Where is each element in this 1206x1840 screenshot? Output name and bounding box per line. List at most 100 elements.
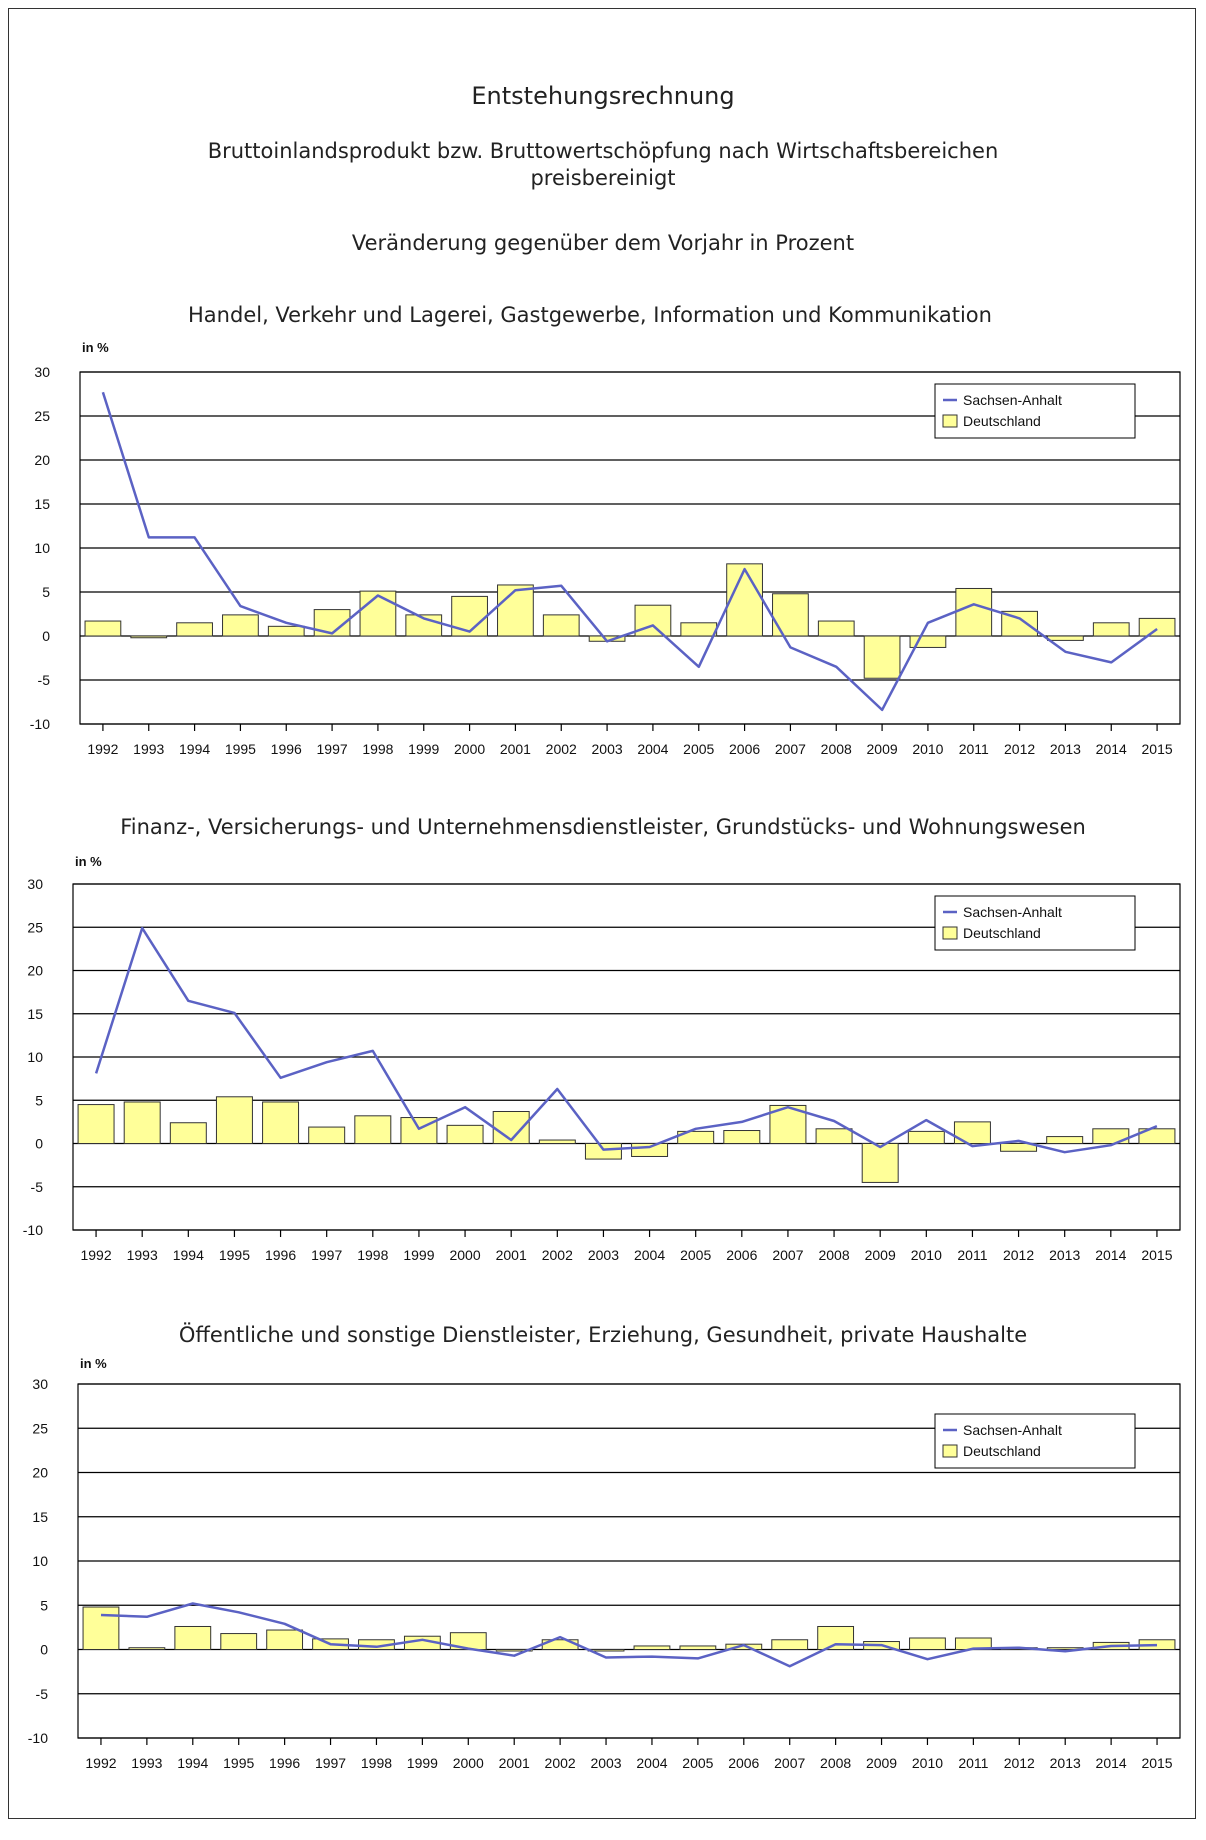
bar-deutschland: [84, 620, 122, 637]
x-tick-label: 2004: [634, 1247, 665, 1263]
x-tick-label: 1995: [225, 741, 256, 757]
y-axis-unit: in %: [75, 854, 102, 869]
chart-trade-transport: Handel, Verkehr und Lagerei, Gastgewerbe…: [30, 303, 1181, 757]
y-tick-label: 25: [32, 1420, 48, 1436]
y-tick-label: 20: [32, 1465, 48, 1481]
x-tick-label: 1997: [317, 741, 348, 757]
bar-deutschland: [909, 1637, 946, 1650]
bar-deutschland: [82, 1606, 120, 1650]
x-tick-label: 2009: [867, 741, 898, 757]
bar-deutschland: [446, 1124, 484, 1144]
legend-box: [934, 383, 1136, 439]
y-tick-label: 5: [35, 1092, 43, 1108]
bar-deutschland: [451, 595, 488, 637]
y-tick-label: 25: [34, 408, 50, 424]
x-tick-label: 2007: [772, 1247, 803, 1263]
y-tick-label: 0: [42, 628, 50, 644]
legend-label-sachsen-anhalt: Sachsen-Anhalt: [963, 392, 1062, 408]
x-tick-label: 1999: [407, 1755, 438, 1771]
x-tick-label: 2002: [545, 1755, 576, 1771]
x-tick-label: 2010: [911, 1247, 942, 1263]
x-tick-label: 1994: [173, 1247, 204, 1263]
x-tick-label: 2002: [542, 1247, 573, 1263]
page-subtitle-2: Veränderung gegenüber dem Vorjahr in Pro…: [351, 231, 855, 255]
legend-label-sachsen-anhalt: Sachsen-Anhalt: [963, 904, 1062, 920]
bar-deutschland: [308, 1126, 346, 1145]
bar-deutschland: [907, 1130, 945, 1145]
bar-deutschland: [174, 1625, 212, 1650]
bar-deutschland: [680, 622, 718, 637]
bar-deutschland: [77, 1104, 115, 1145]
bar-deutschland: [400, 1117, 438, 1144]
legend-box: [934, 1413, 1136, 1469]
x-tick-label: 1997: [315, 1755, 346, 1771]
bar-deutschland: [677, 1130, 715, 1145]
x-tick-label: 2014: [1096, 741, 1127, 757]
y-tick-label: -5: [31, 1179, 44, 1195]
bar-deutschland: [634, 604, 672, 637]
y-tick-label: 10: [32, 1553, 48, 1569]
y-tick-label: 10: [34, 540, 50, 556]
bar-deutschland: [679, 1645, 717, 1650]
x-tick-label: 2008: [820, 1755, 851, 1771]
x-tick-label: 2000: [454, 741, 485, 757]
y-tick-label: 20: [27, 963, 43, 979]
x-tick-label: 2014: [1095, 1247, 1126, 1263]
bar-deutschland: [215, 1096, 253, 1145]
bar-deutschland: [1047, 635, 1084, 641]
x-tick-label: 2011: [958, 1755, 988, 1771]
x-tick-label: 2006: [726, 1247, 757, 1263]
page-subtitle-line1: Bruttoinlandsprodukt bzw. Bruttowertschö…: [207, 139, 999, 163]
x-tick-label: 2003: [590, 1755, 621, 1771]
line-sachsen-anhalt: [100, 1602, 1158, 1668]
bar-deutschland: [863, 635, 901, 679]
legend: Sachsen-Anhalt Deutschland: [934, 895, 1136, 951]
bar-deutschland: [130, 635, 168, 639]
bar-deutschland: [817, 1625, 855, 1650]
y-tick-label: 30: [34, 364, 50, 380]
line-sachsen-anhalt: [94, 926, 1158, 1154]
chart-title: Finanz-, Versicherungs- und Unternehmens…: [120, 815, 1086, 839]
y-tick-label: 10: [27, 1049, 43, 1065]
x-tick-label: 2011: [959, 741, 989, 757]
bar-deutschland: [538, 1139, 576, 1145]
bar-deutschland: [771, 1639, 809, 1651]
page-title: Entstehungsrechnung: [471, 82, 735, 110]
x-tick-label: 2010: [912, 741, 943, 757]
x-tick-label: 2013: [1050, 1755, 1081, 1771]
x-tick-label: 2012: [1004, 741, 1035, 757]
y-tick-label: 15: [34, 496, 50, 512]
y-tick-label: -10: [30, 716, 50, 732]
bar-deutschland: [1092, 1128, 1130, 1145]
x-tick-label: 2003: [588, 1247, 619, 1263]
x-tick-label: 2001: [499, 1755, 530, 1771]
bar-deutschland: [955, 587, 993, 637]
bar-deutschland: [633, 1645, 671, 1650]
plot-area: [72, 883, 1181, 1231]
page-subtitle-line2: preisbereinigt: [530, 166, 676, 190]
x-tick-label: 2001: [496, 1247, 527, 1263]
x-tick-label: 2005: [682, 1755, 713, 1771]
x-tick-label: 2003: [592, 741, 623, 757]
y-axis-unit: in %: [80, 1356, 107, 1371]
x-tick-label: 2000: [453, 1755, 484, 1771]
legend-label-deutschland: Deutschland: [963, 925, 1041, 941]
x-tick-label: 2001: [500, 741, 531, 757]
x-tick-label: 2009: [865, 1247, 896, 1263]
bar-deutschland: [176, 622, 213, 637]
y-tick-label: 15: [27, 1006, 43, 1022]
y-tick-label: 30: [27, 876, 43, 892]
chart-public-services: Öffentliche und sonstige Dienstleister, …: [28, 1322, 1181, 1771]
x-tick-label: 1994: [179, 741, 210, 757]
y-tick-label: 25: [27, 919, 43, 935]
page-subtitle: Bruttoinlandsprodukt bzw. Bruttowertschö…: [0, 138, 1206, 192]
y-tick-label: -10: [23, 1222, 43, 1238]
legend-bar-swatch: [942, 414, 958, 428]
bar-deutschland: [631, 1143, 669, 1157]
x-tick-label: 1995: [219, 1247, 250, 1263]
x-tick-label: 2012: [1003, 1247, 1034, 1263]
x-tick-label: 2007: [775, 741, 806, 757]
y-axis-unit: in %: [82, 340, 109, 355]
x-tick-label: 2008: [818, 1247, 849, 1263]
line-sachsen-anhalt: [101, 391, 1158, 712]
